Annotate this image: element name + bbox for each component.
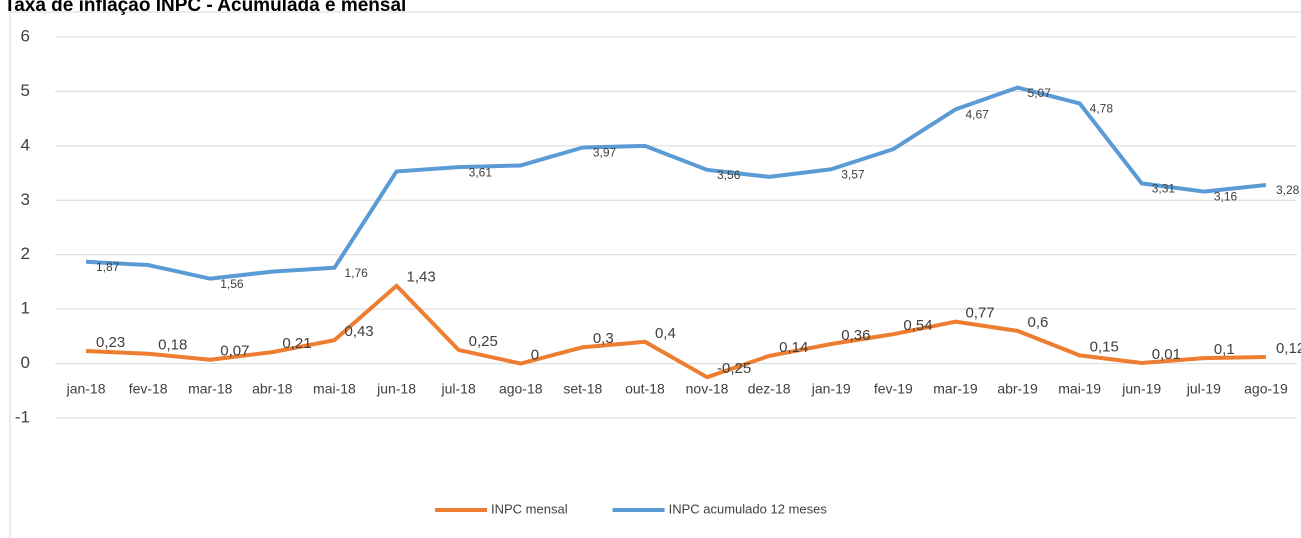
data-label: 0,6	[1028, 314, 1049, 331]
legend-label: INPC mensal	[491, 501, 568, 516]
data-label: 3,57	[841, 167, 865, 181]
data-label: 3,97	[593, 146, 617, 160]
data-label: 0,12	[1276, 340, 1301, 357]
x-tick-label: fev-18	[129, 380, 168, 396]
data-label: 0,43	[344, 323, 373, 340]
y-tick-label: 5	[21, 81, 30, 100]
data-label: 1,87	[96, 260, 120, 274]
data-label: -0,25	[717, 360, 751, 377]
legend-label: INPC acumulado 12 meses	[669, 501, 828, 516]
x-tick-label: ago-19	[1244, 380, 1288, 396]
data-label: 0,77	[965, 305, 994, 322]
x-tick-label: jul-19	[1186, 380, 1221, 396]
data-label: 0,54	[903, 317, 932, 334]
data-label: 1,76	[344, 266, 368, 280]
x-tick-label: jun-18	[376, 380, 416, 396]
data-label: 0	[531, 347, 539, 364]
x-tick-label: jan-18	[66, 380, 106, 396]
data-label: 0,15	[1090, 338, 1119, 355]
y-tick-label: 3	[21, 190, 30, 209]
x-tick-label: mai-19	[1058, 380, 1101, 396]
x-tick-label: set-18	[563, 380, 602, 396]
data-label: 3,16	[1214, 190, 1238, 204]
x-tick-label: out-18	[625, 380, 665, 396]
chart-border	[9, 11, 1301, 538]
y-tick-label: 0	[21, 353, 30, 372]
data-label: 0,23	[96, 334, 125, 351]
y-tick-label: -1	[15, 407, 30, 426]
line-series	[85, 85, 1267, 281]
data-label: 0,25	[469, 333, 498, 350]
line-series	[85, 283, 1266, 380]
x-tick-label: fev-19	[874, 380, 913, 396]
x-tick-label: abr-18	[252, 380, 293, 396]
y-tick-label: 4	[21, 135, 30, 154]
data-label: 3,56	[717, 168, 741, 182]
x-tick-label: abr-19	[997, 380, 1038, 396]
x-tick-label: mar-19	[933, 380, 978, 396]
data-label: 4,78	[1090, 102, 1114, 116]
data-label: 4,67	[965, 108, 989, 122]
x-tick-label: nov-18	[686, 380, 729, 396]
data-label: 1,43	[407, 269, 436, 286]
data-label: 5,07	[1028, 86, 1052, 100]
y-tick-label: 6	[21, 26, 30, 45]
x-tick-label: mar-18	[188, 380, 233, 396]
data-label: 3,28	[1276, 183, 1300, 197]
data-label: 0,14	[779, 339, 808, 356]
data-label: 0,18	[158, 337, 187, 354]
chart-title: Taxa de inflação INPC - Acumulada e mens…	[4, 0, 406, 16]
data-label: 0,07	[220, 343, 249, 360]
data-label: 0,21	[282, 335, 311, 352]
x-tick-label: mai-18	[313, 380, 356, 396]
x-tick-label: jun-19	[1121, 380, 1161, 396]
data-label: 0,3	[593, 330, 614, 347]
x-tick-label: jul-18	[441, 380, 476, 396]
x-tick-label: jan-19	[811, 380, 851, 396]
x-tick-label: dez-18	[748, 380, 791, 396]
y-tick-label: 2	[21, 244, 30, 263]
y-tick-label: 1	[21, 299, 30, 318]
data-label: 0,1	[1214, 341, 1235, 358]
data-label: 0,4	[655, 325, 676, 342]
x-tick-label: ago-18	[499, 380, 543, 396]
data-label: 0,01	[1152, 346, 1181, 363]
data-label: 3,61	[469, 165, 493, 179]
data-label: 3,31	[1152, 182, 1176, 196]
data-label: 0,36	[841, 327, 870, 344]
data-label: 1,56	[220, 277, 244, 291]
